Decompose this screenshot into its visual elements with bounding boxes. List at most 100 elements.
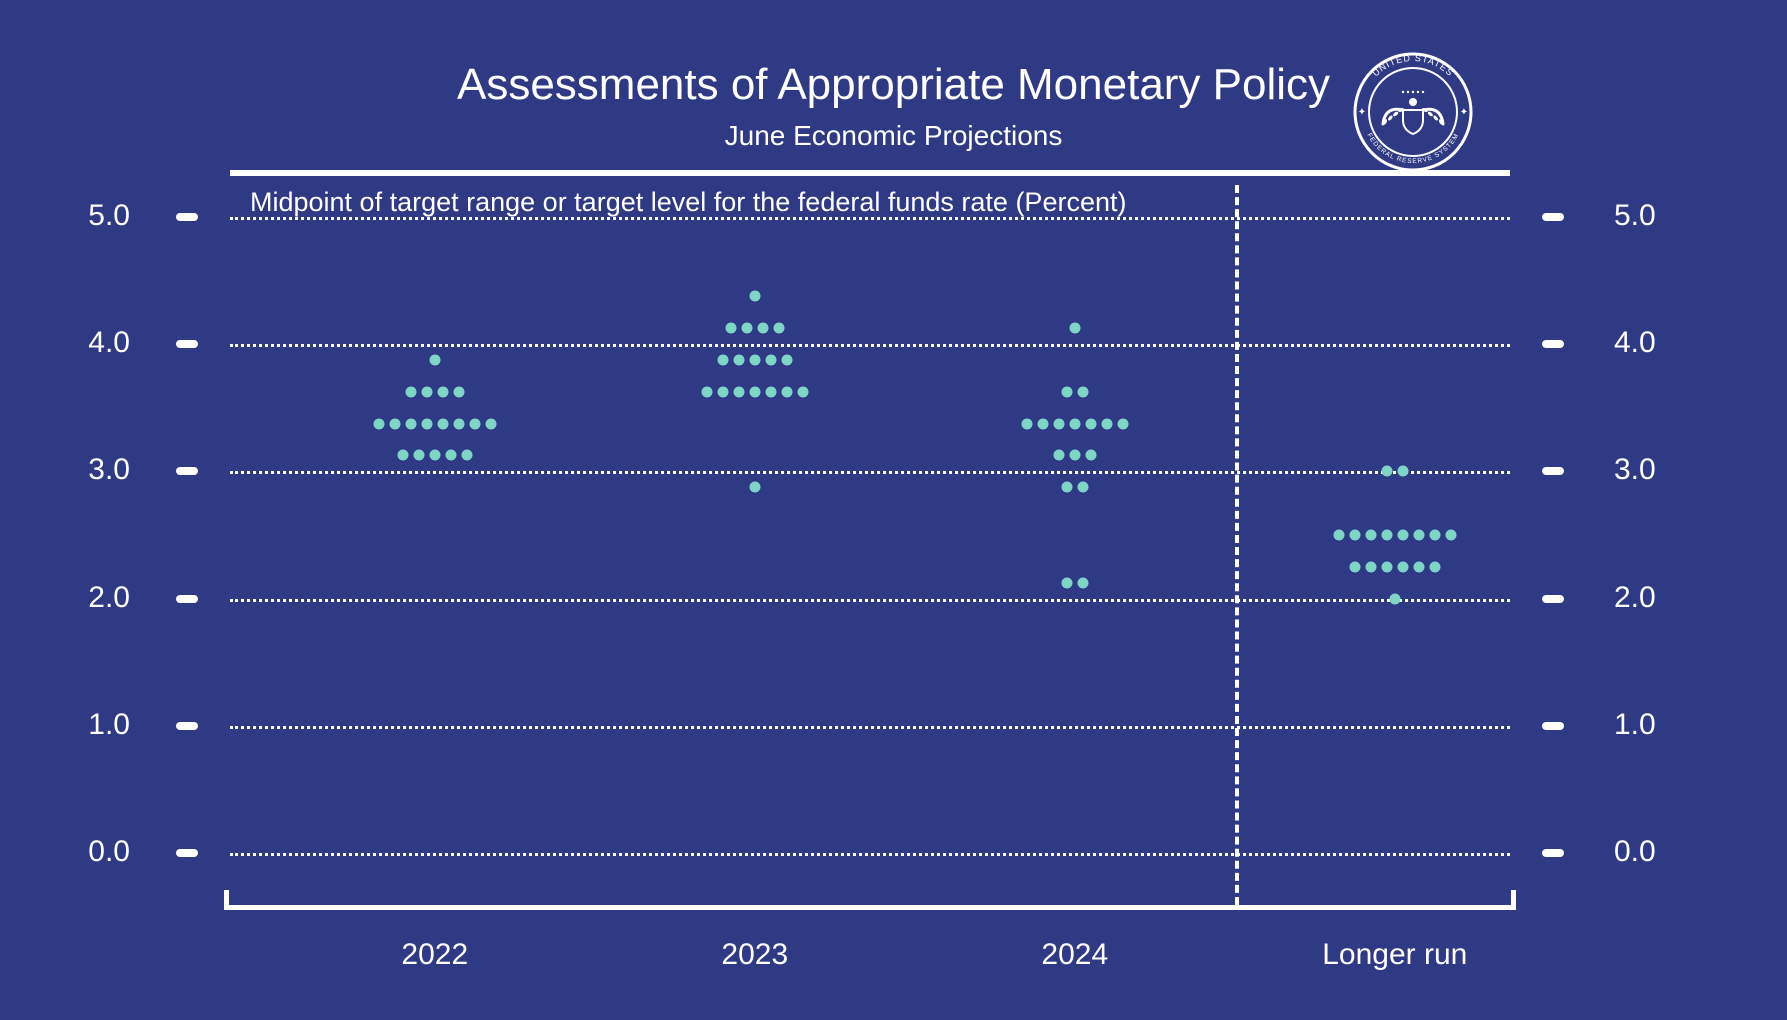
projection-dot xyxy=(781,386,792,397)
projection-dot xyxy=(429,450,440,461)
projection-dot xyxy=(1381,561,1392,572)
projection-dot xyxy=(421,418,432,429)
projection-dot xyxy=(773,323,784,334)
projection-dot xyxy=(1381,466,1392,477)
projection-dot xyxy=(749,386,760,397)
y-tick-label-left: 4.0 xyxy=(88,326,130,360)
y-tick-mark xyxy=(1542,467,1564,475)
y-tick-label-left: 5.0 xyxy=(88,199,130,233)
y-tick-label-right: 0.0 xyxy=(1614,835,1656,869)
fed-seal-icon: UNITED STATESFEDERAL RESERVE SYSTEM✦✦ xyxy=(1353,52,1473,172)
projection-dot xyxy=(749,355,760,366)
gridline xyxy=(230,344,1510,347)
y-tick-mark xyxy=(176,467,198,475)
x-axis-end-tick xyxy=(224,890,229,910)
projection-dot xyxy=(437,418,448,429)
projection-dot xyxy=(765,355,776,366)
gridline xyxy=(230,471,1510,474)
projection-dot xyxy=(1077,577,1088,588)
chart-title: Assessments of Appropriate Monetary Poli… xyxy=(0,60,1787,110)
projection-dot xyxy=(1397,466,1408,477)
projection-dot xyxy=(1365,561,1376,572)
projection-dot xyxy=(1061,386,1072,397)
gridline xyxy=(230,599,1510,602)
y-tick-mark xyxy=(176,340,198,348)
projection-dot xyxy=(1053,450,1064,461)
projection-dot xyxy=(1085,450,1096,461)
y-tick-mark xyxy=(1542,849,1564,857)
projection-dot xyxy=(1077,482,1088,493)
projection-dot xyxy=(1061,482,1072,493)
x-axis-end-tick xyxy=(1511,890,1516,910)
y-tick-label-right: 4.0 xyxy=(1614,326,1656,360)
projection-dot xyxy=(1077,386,1088,397)
projection-dot xyxy=(1397,561,1408,572)
projection-dot xyxy=(429,355,440,366)
y-tick-label-left: 0.0 xyxy=(88,835,130,869)
chart-stage: Assessments of Appropriate Monetary Poli… xyxy=(0,0,1787,1020)
projection-dot xyxy=(701,386,712,397)
y-tick-mark xyxy=(1542,595,1564,603)
projection-dot xyxy=(765,386,776,397)
x-category-label: 2023 xyxy=(721,938,788,972)
projection-dot xyxy=(1389,593,1400,604)
y-tick-label-left: 2.0 xyxy=(88,581,130,615)
gridline xyxy=(230,853,1510,856)
x-axis-line xyxy=(224,905,1516,910)
x-category-label: Longer run xyxy=(1322,938,1467,972)
y-axis-title: Midpoint of target range or target level… xyxy=(250,187,1126,218)
projection-dot xyxy=(797,386,808,397)
y-tick-mark xyxy=(176,722,198,730)
projection-dot xyxy=(1429,530,1440,541)
projection-dot xyxy=(1349,530,1360,541)
projection-dot xyxy=(1021,418,1032,429)
projection-dot xyxy=(413,450,424,461)
y-tick-mark xyxy=(176,595,198,603)
projection-dot xyxy=(405,418,416,429)
y-tick-label-left: 3.0 xyxy=(88,453,130,487)
projection-dot xyxy=(485,418,496,429)
x-category-label: 2024 xyxy=(1041,938,1108,972)
y-tick-label-right: 2.0 xyxy=(1614,581,1656,615)
plot-area: Midpoint of target range or target level… xyxy=(230,185,1510,885)
projection-dot xyxy=(461,450,472,461)
y-tick-mark xyxy=(1542,213,1564,221)
projection-dot xyxy=(1069,323,1080,334)
projection-dot xyxy=(1413,530,1424,541)
x-category-label: 2022 xyxy=(401,938,468,972)
y-tick-mark xyxy=(1542,340,1564,348)
chart-subtitle: June Economic Projections xyxy=(0,120,1787,152)
projection-dot xyxy=(445,450,456,461)
projection-dot xyxy=(1037,418,1048,429)
projection-dot xyxy=(781,355,792,366)
y-tick-mark xyxy=(176,213,198,221)
projection-dot xyxy=(749,291,760,302)
y-tick-mark xyxy=(1542,722,1564,730)
projection-dot xyxy=(733,355,744,366)
projection-dot xyxy=(389,418,400,429)
projection-dot xyxy=(1085,418,1096,429)
projection-dot xyxy=(1429,561,1440,572)
projection-dot xyxy=(373,418,384,429)
projection-dot xyxy=(405,386,416,397)
projection-dot xyxy=(1053,418,1064,429)
projection-dot xyxy=(741,323,752,334)
y-tick-label-right: 5.0 xyxy=(1614,199,1656,233)
projection-dot xyxy=(1349,561,1360,572)
projection-dot xyxy=(749,482,760,493)
projection-dot xyxy=(1069,450,1080,461)
projection-dot xyxy=(453,418,464,429)
projection-dot xyxy=(1445,530,1456,541)
projection-dot xyxy=(1333,530,1344,541)
y-tick-label-left: 1.0 xyxy=(88,708,130,742)
gridline xyxy=(230,726,1510,729)
projection-dot xyxy=(1117,418,1128,429)
projection-dot xyxy=(725,323,736,334)
projection-dot xyxy=(717,355,728,366)
projection-dot xyxy=(1061,577,1072,588)
svg-text:✦: ✦ xyxy=(1358,107,1366,118)
projection-dot xyxy=(453,386,464,397)
projection-dot xyxy=(757,323,768,334)
gridline xyxy=(230,217,1510,220)
projection-dot xyxy=(469,418,480,429)
